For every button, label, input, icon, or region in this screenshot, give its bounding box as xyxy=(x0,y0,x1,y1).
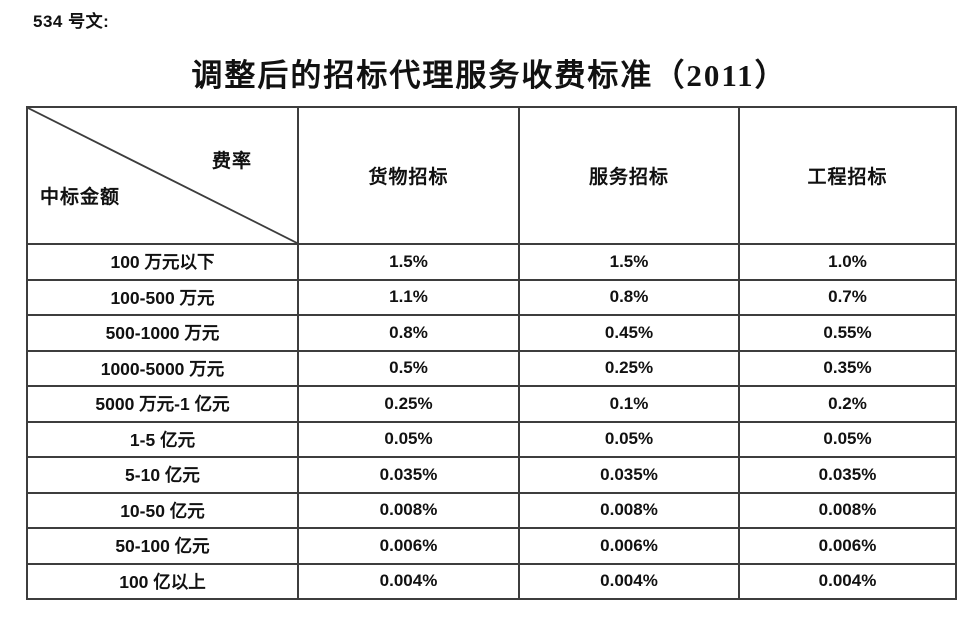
rate-cell-engineering: 0.008% xyxy=(738,491,957,529)
rate-cell-goods: 0.8% xyxy=(297,314,520,352)
diagonal-divider-line xyxy=(28,108,297,243)
rate-cell-goods: 0.25% xyxy=(297,385,520,423)
rate-cell-engineering: 0.006% xyxy=(738,527,957,565)
rate-cell-goods: 1.5% xyxy=(297,243,520,281)
fee-standard-table: 费率 中标金额 货物招标 服务招标 工程招标 100 万元以下 1.5% 1.5% 1… xyxy=(26,106,957,600)
rate-cell-engineering: 0.55% xyxy=(738,314,957,352)
table-row: 100 万元以下 1.5% 1.5% 1.0% xyxy=(26,243,957,281)
rate-cell-engineering: 0.7% xyxy=(738,278,957,316)
corner-cell: 费率 中标金额 xyxy=(26,106,299,245)
corner-amount-label: 中标金额 xyxy=(40,187,121,208)
amount-cell: 10-50 亿元 xyxy=(26,491,299,529)
table-row: 500-1000 万元 0.8% 0.45% 0.55% xyxy=(26,314,957,352)
rate-cell-engineering: 0.2% xyxy=(738,385,957,423)
fee-table-body: 100 万元以下 1.5% 1.5% 1.0% 100-500 万元 1.1% 0.8% 0.… xyxy=(26,243,957,600)
rate-cell-goods: 0.05% xyxy=(297,420,520,458)
table-row: 1000-5000 万元 0.5% 0.25% 0.35% xyxy=(26,349,957,387)
table-row: 100 亿以上 0.004% 0.004% 0.004% xyxy=(26,562,957,600)
doc-number-label: 534 号文: xyxy=(33,12,110,31)
amount-cell: 5-10 亿元 xyxy=(26,456,299,494)
amount-cell: 50-100 亿元 xyxy=(26,527,299,565)
corner-rate-label: 费率 xyxy=(211,151,252,172)
rate-cell-service: 0.004% xyxy=(518,562,740,600)
rate-cell-service: 0.45% xyxy=(518,314,740,352)
amount-cell: 100 亿以上 xyxy=(26,562,299,600)
rate-cell-engineering: 0.35% xyxy=(738,349,957,387)
table-row: 100-500 万元 1.1% 0.8% 0.7% xyxy=(26,278,957,316)
rate-cell-engineering: 0.004% xyxy=(738,562,957,600)
rate-cell-service: 0.8% xyxy=(518,278,740,316)
rate-cell-goods: 0.008% xyxy=(297,491,520,529)
rate-cell-engineering: 0.035% xyxy=(738,456,957,494)
rate-cell-engineering: 0.05% xyxy=(738,420,957,458)
column-header-engineering-tender: 工程招标 xyxy=(738,106,957,245)
amount-cell: 100 万元以下 xyxy=(26,243,299,281)
amount-cell: 100-500 万元 xyxy=(26,278,299,316)
rate-cell-goods: 0.035% xyxy=(297,456,520,494)
rate-cell-goods: 0.006% xyxy=(297,527,520,565)
rate-cell-service: 0.006% xyxy=(518,527,740,565)
rate-cell-service: 0.008% xyxy=(518,491,740,529)
rate-cell-goods: 0.004% xyxy=(297,562,520,600)
rate-cell-service: 0.1% xyxy=(518,385,740,423)
rate-cell-service: 0.05% xyxy=(518,420,740,458)
rate-cell-engineering: 1.0% xyxy=(738,243,957,281)
table-row: 5-10 亿元 0.035% 0.035% 0.035% xyxy=(26,456,957,494)
table-row: 1-5 亿元 0.05% 0.05% 0.05% xyxy=(26,420,957,458)
amount-cell: 500-1000 万元 xyxy=(26,314,299,352)
table-row: 5000 万元-1 亿元 0.25% 0.1% 0.2% xyxy=(26,385,957,423)
rate-cell-service: 0.035% xyxy=(518,456,740,494)
amount-cell: 5000 万元-1 亿元 xyxy=(26,385,299,423)
table-row: 50-100 亿元 0.006% 0.006% 0.006% xyxy=(26,527,957,565)
rate-cell-service: 0.25% xyxy=(518,349,740,387)
header-row: 费率 中标金额 货物招标 服务招标 工程招标 xyxy=(26,106,957,245)
amount-cell: 1000-5000 万元 xyxy=(26,349,299,387)
rate-cell-goods: 1.1% xyxy=(297,278,520,316)
amount-cell: 1-5 亿元 xyxy=(26,420,299,458)
table-row: 10-50 亿元 0.008% 0.008% 0.008% xyxy=(26,491,957,529)
rate-cell-goods: 0.5% xyxy=(297,349,520,387)
column-header-goods-tender: 货物招标 xyxy=(297,106,520,245)
page-title: 调整后的招标代理服务收费标准（2011） xyxy=(191,58,788,93)
rate-cell-service: 1.5% xyxy=(518,243,740,281)
column-header-service-tender: 服务招标 xyxy=(518,106,740,245)
